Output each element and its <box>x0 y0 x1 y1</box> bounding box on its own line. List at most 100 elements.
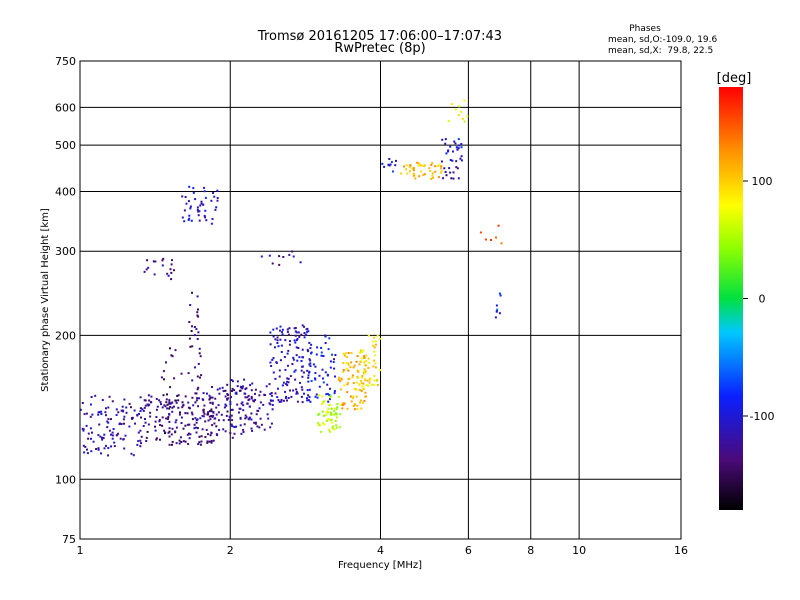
data-point <box>309 347 312 350</box>
data-point <box>215 433 218 436</box>
data-point <box>440 171 443 174</box>
data-point <box>293 370 296 373</box>
data-point <box>194 198 197 201</box>
data-point <box>423 164 426 167</box>
data-point <box>300 360 303 362</box>
data-point <box>182 403 185 406</box>
data-point <box>360 407 363 410</box>
data-point <box>272 328 275 331</box>
data-point <box>328 394 331 396</box>
data-point <box>284 368 287 371</box>
data-point <box>250 389 253 392</box>
data-point <box>349 366 352 369</box>
data-point <box>281 384 284 387</box>
data-point <box>479 231 482 234</box>
data-point <box>281 328 284 331</box>
data-point <box>168 402 171 405</box>
data-point <box>138 412 140 415</box>
data-point <box>352 366 355 369</box>
data-point <box>342 362 345 364</box>
data-point <box>289 340 291 343</box>
data-point <box>321 368 324 371</box>
data-point <box>169 402 172 405</box>
data-point <box>498 292 501 295</box>
data-point <box>187 443 190 445</box>
data-point <box>293 339 296 342</box>
data-point <box>170 263 173 266</box>
data-point <box>90 437 92 440</box>
y-axis-ticks: 75 100 200 300 400 500 600 750 <box>55 55 76 546</box>
data-point <box>294 369 297 372</box>
data-point <box>198 352 201 355</box>
data-point <box>314 378 317 381</box>
data-point <box>115 414 118 416</box>
data-point <box>280 400 283 403</box>
data-point <box>363 399 366 402</box>
data-point <box>104 411 107 414</box>
data-point <box>269 426 272 429</box>
data-point <box>460 110 463 113</box>
data-point <box>271 399 274 402</box>
data-point <box>286 384 289 387</box>
data-point <box>210 408 213 411</box>
data-point <box>461 117 464 120</box>
data-point <box>211 424 214 427</box>
data-point <box>176 395 179 397</box>
data-point <box>178 442 181 445</box>
data-point <box>144 421 147 424</box>
data-point <box>186 433 189 436</box>
data-point <box>212 411 215 414</box>
data-point <box>331 353 333 356</box>
data-point <box>207 433 209 436</box>
data-point <box>171 355 174 358</box>
data-point <box>168 413 171 416</box>
data-point <box>161 416 164 419</box>
data-point <box>324 414 327 416</box>
data-point <box>300 369 303 372</box>
data-point <box>192 404 195 407</box>
data-point <box>338 376 340 379</box>
data-point <box>322 381 325 384</box>
data-point <box>209 397 212 400</box>
data-point <box>314 395 317 398</box>
data-point <box>378 337 381 340</box>
data-point <box>268 402 271 405</box>
data-point <box>200 200 203 203</box>
data-point <box>365 354 368 357</box>
data-point <box>222 428 225 431</box>
data-point <box>242 409 245 412</box>
data-point <box>406 172 409 175</box>
data-point <box>274 392 277 395</box>
data-point <box>447 120 450 123</box>
data-point <box>288 327 291 330</box>
data-point <box>90 450 93 453</box>
data-point <box>272 371 275 374</box>
data-point <box>193 423 196 426</box>
data-point <box>363 370 366 373</box>
data-point <box>395 159 397 162</box>
data-point <box>187 372 190 375</box>
data-point <box>360 389 363 392</box>
data-point <box>214 417 217 420</box>
data-point <box>118 423 121 426</box>
data-point <box>294 327 297 329</box>
x-tick-label: 4 <box>377 544 384 557</box>
data-point <box>190 411 193 414</box>
data-point <box>156 405 159 408</box>
data-point <box>164 432 166 435</box>
data-point <box>203 404 206 407</box>
data-point <box>260 255 263 258</box>
data-point <box>367 334 370 337</box>
data-point <box>434 165 437 168</box>
data-point <box>184 440 187 443</box>
data-point <box>187 219 190 221</box>
data-point <box>218 392 221 395</box>
data-point <box>184 424 187 427</box>
data-point <box>485 238 487 241</box>
data-point <box>295 346 298 349</box>
data-point <box>225 414 228 417</box>
data-point <box>123 447 126 450</box>
data-point <box>217 419 220 422</box>
data-point <box>271 408 274 411</box>
